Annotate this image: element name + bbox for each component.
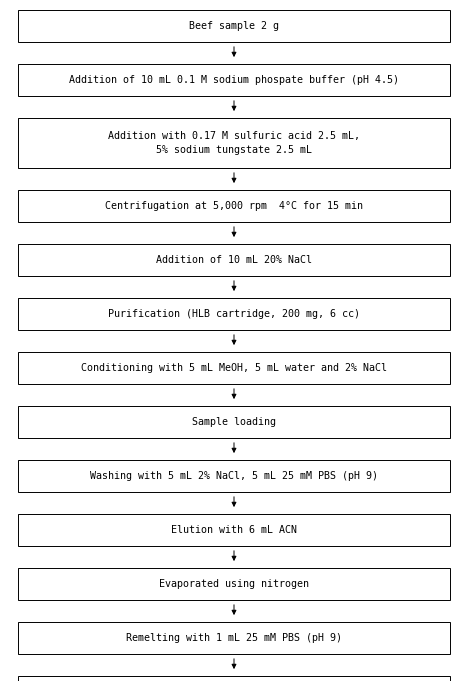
Text: Conditioning with 5 mL MeOH, 5 mL water and 2% NaCl: Conditioning with 5 mL MeOH, 5 mL water … <box>81 363 387 373</box>
Bar <box>18 568 450 600</box>
Bar <box>18 10 450 42</box>
Text: Purification (HLB cartridge, 200 mg, 6 cc): Purification (HLB cartridge, 200 mg, 6 c… <box>108 309 360 319</box>
Bar <box>18 244 450 276</box>
Bar <box>18 352 450 384</box>
Bar <box>18 514 450 546</box>
Text: Washing with 5 mL 2% NaCl, 5 mL 25 mM PBS (pH 9): Washing with 5 mL 2% NaCl, 5 mL 25 mM PB… <box>90 471 378 481</box>
Text: Addition of 10 mL 0.1 M sodium phospate buffer (pH 4.5): Addition of 10 mL 0.1 M sodium phospate … <box>69 75 399 85</box>
Text: Elution with 6 mL ACN: Elution with 6 mL ACN <box>171 525 297 535</box>
Text: Centrifugation at 5,000 rpm  4°C for 15 min: Centrifugation at 5,000 rpm 4°C for 15 m… <box>105 201 363 211</box>
Bar <box>18 118 450 168</box>
Text: Evaporated using nitrogen: Evaporated using nitrogen <box>159 579 309 589</box>
Bar <box>18 406 450 438</box>
Text: Sample loading: Sample loading <box>192 417 276 427</box>
Text: Addition with 0.17 M sulfuric acid 2.5 mL,
5% sodium tungstate 2.5 mL: Addition with 0.17 M sulfuric acid 2.5 m… <box>108 131 360 155</box>
Bar <box>18 676 450 681</box>
Bar <box>18 622 450 654</box>
Bar <box>18 190 450 222</box>
Bar <box>18 298 450 330</box>
Bar <box>18 64 450 96</box>
Text: Beef sample 2 g: Beef sample 2 g <box>189 21 279 31</box>
Text: Remelting with 1 mL 25 mM PBS (pH 9): Remelting with 1 mL 25 mM PBS (pH 9) <box>126 633 342 643</box>
Text: Addition of 10 mL 20% NaCl: Addition of 10 mL 20% NaCl <box>156 255 312 265</box>
Bar <box>18 460 450 492</box>
